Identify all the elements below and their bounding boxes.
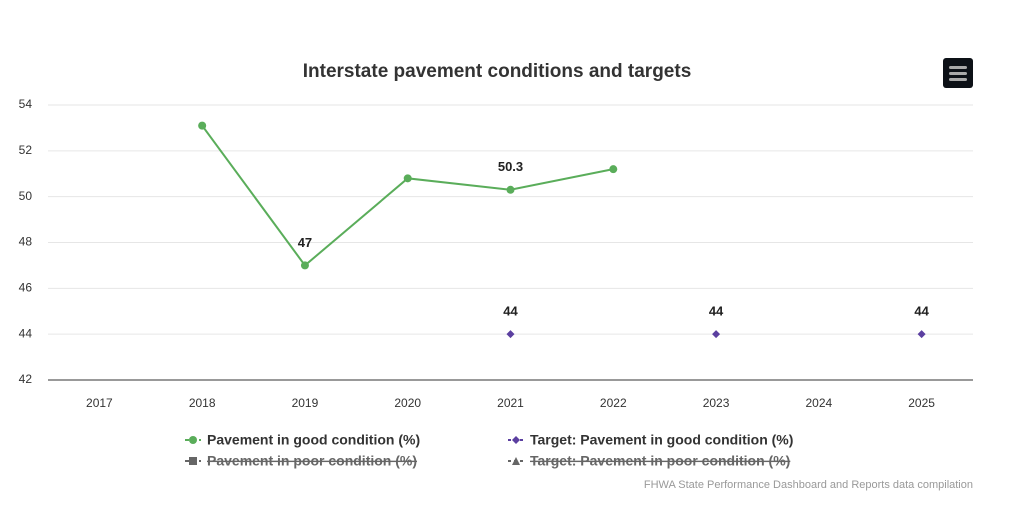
data-point <box>506 185 515 194</box>
data-label: 44 <box>914 304 929 319</box>
data-label: 47 <box>298 235 312 250</box>
x-tick-label: 2019 <box>292 396 319 410</box>
data-point <box>712 330 721 339</box>
data-point <box>917 330 926 339</box>
x-tick-label: 2025 <box>908 396 935 410</box>
menu-button[interactable] <box>943 58 973 88</box>
menu-icon <box>949 72 967 75</box>
y-tick-label: 44 <box>19 326 33 340</box>
x-tick-label: 2021 <box>497 396 524 410</box>
x-tick-label: 2020 <box>394 396 421 410</box>
legend-marker <box>512 436 520 444</box>
data-label: 44 <box>709 304 724 319</box>
legend-marker <box>189 457 197 465</box>
y-tick-label: 42 <box>19 372 33 386</box>
legend-label[interactable]: Target: Pavement in good condition (%) <box>530 432 793 448</box>
legend-label[interactable]: Pavement in poor condition (%) <box>207 453 417 469</box>
x-tick-label: 2023 <box>703 396 730 410</box>
x-tick-label: 2018 <box>189 396 216 410</box>
data-point <box>300 261 309 270</box>
series-line <box>201 125 614 267</box>
data-label: 44 <box>503 304 518 319</box>
x-tick-label: 2024 <box>805 396 832 410</box>
data-point <box>198 121 207 130</box>
legend-marker <box>189 436 197 444</box>
y-tick-label: 48 <box>19 235 33 249</box>
y-tick-label: 54 <box>19 97 33 111</box>
credits: FHWA State Performance Dashboard and Rep… <box>644 479 973 491</box>
data-point <box>609 165 618 174</box>
legend-label[interactable]: Target: Pavement in poor condition (%) <box>530 453 790 469</box>
y-tick-label: 46 <box>19 281 33 295</box>
data-point <box>506 330 515 339</box>
y-tick-label: 52 <box>19 143 33 157</box>
data-point <box>403 174 412 183</box>
y-tick-label: 50 <box>19 189 33 203</box>
data-label: 50.3 <box>498 159 523 174</box>
legend-label[interactable]: Pavement in good condition (%) <box>207 432 420 448</box>
chart-title: Interstate pavement conditions and targe… <box>303 61 692 82</box>
legend-marker <box>512 457 520 465</box>
x-tick-label: 2022 <box>600 396 627 410</box>
menu-icon <box>949 66 967 69</box>
x-tick-label: 2017 <box>86 396 113 410</box>
menu-icon <box>949 78 967 81</box>
